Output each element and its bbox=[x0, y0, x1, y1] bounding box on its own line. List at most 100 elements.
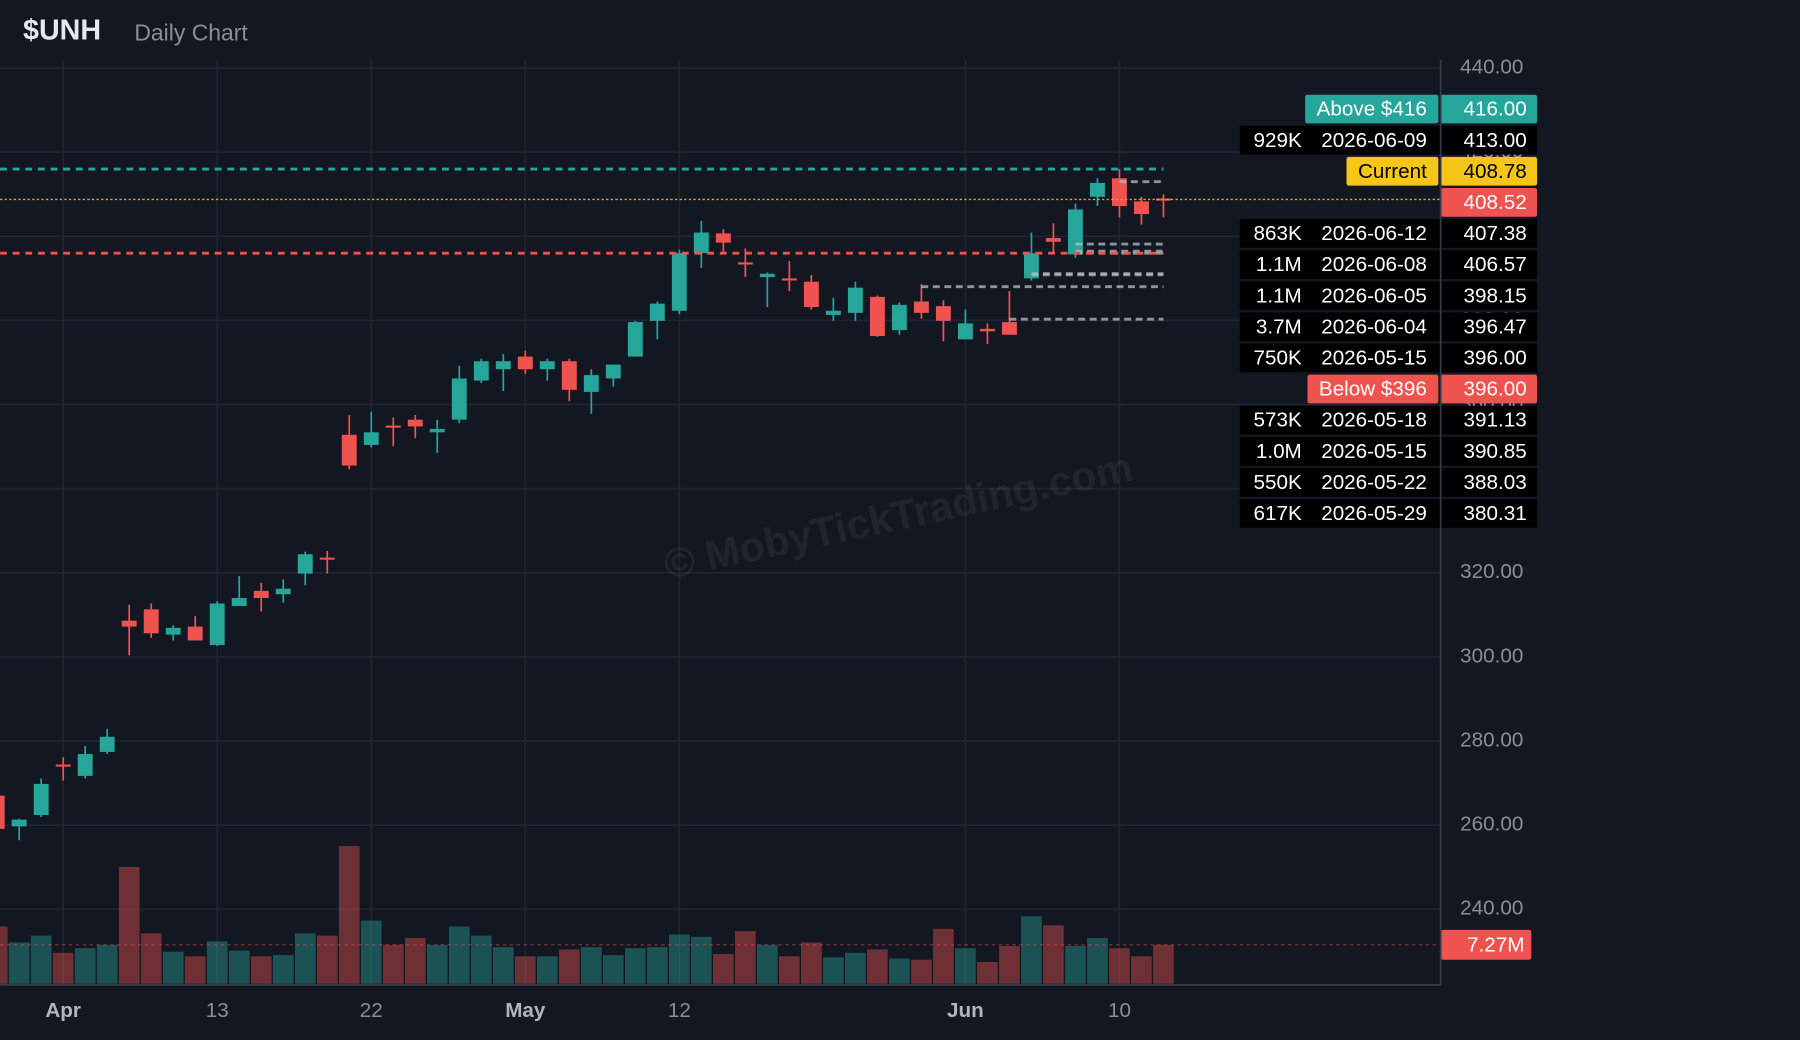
volume-bar bbox=[426, 944, 448, 984]
row-volume: 1.1M bbox=[1256, 253, 1302, 276]
row-box bbox=[1239, 499, 1538, 528]
candle-body bbox=[517, 356, 533, 370]
volume-bar bbox=[206, 941, 228, 984]
candle-body bbox=[319, 557, 335, 560]
candle-body bbox=[121, 620, 137, 627]
candle-body bbox=[627, 322, 643, 357]
candle-body bbox=[935, 306, 951, 321]
row-volume: 3.7M bbox=[1256, 315, 1302, 338]
row-box bbox=[1239, 343, 1538, 373]
candle-body bbox=[539, 361, 555, 370]
volume-bar bbox=[867, 949, 888, 984]
candle-body bbox=[209, 603, 225, 646]
volume-bar bbox=[558, 949, 580, 984]
x-tick-label: 10 bbox=[1108, 999, 1131, 1022]
volume-bar bbox=[250, 956, 272, 984]
volume-bar bbox=[647, 947, 668, 984]
candle-body bbox=[869, 296, 885, 336]
volume-bar bbox=[823, 957, 844, 984]
row-volume: 1.0M bbox=[1256, 440, 1302, 463]
volume-bar bbox=[0, 926, 8, 984]
row-price-box bbox=[1440, 94, 1538, 124]
candle-body bbox=[451, 378, 467, 420]
volume-bar bbox=[801, 942, 822, 984]
y-tick-label: 320.00 bbox=[1460, 560, 1523, 583]
candle-body bbox=[759, 273, 775, 278]
volume-bar bbox=[140, 933, 162, 984]
row-price: 388.03 bbox=[1464, 471, 1527, 494]
row-price: 391.13 bbox=[1464, 409, 1527, 432]
candle-body bbox=[649, 303, 665, 321]
row-label-box bbox=[1307, 374, 1439, 404]
row-volume: 863K bbox=[1254, 222, 1302, 245]
volume-bar bbox=[624, 948, 646, 984]
candle-body bbox=[363, 432, 379, 445]
volume-bar bbox=[228, 950, 250, 984]
candle-body bbox=[1001, 322, 1017, 335]
row-volume: 929K bbox=[1254, 129, 1302, 152]
x-tick-label: Apr bbox=[45, 999, 81, 1022]
volume-bar bbox=[184, 956, 206, 984]
row-label: Current bbox=[1358, 160, 1427, 183]
y-tick-label: 280.00 bbox=[1460, 728, 1523, 751]
row-box bbox=[1239, 436, 1538, 466]
volume-bar bbox=[338, 846, 360, 984]
row-date: 2026-06-05 bbox=[1321, 284, 1427, 307]
volume-bar bbox=[74, 948, 96, 984]
volume-bar bbox=[955, 948, 976, 984]
volume-bar bbox=[845, 952, 866, 984]
row-box bbox=[1239, 219, 1538, 248]
volume-bar bbox=[470, 935, 492, 984]
candle-body bbox=[495, 361, 511, 370]
row-volume: 573K bbox=[1254, 409, 1302, 432]
volume-bar bbox=[1065, 945, 1086, 984]
candle-body bbox=[231, 597, 247, 606]
row-price: 396.00 bbox=[1464, 347, 1527, 370]
y-tick-label: 240.00 bbox=[1460, 897, 1523, 920]
overlay: 7.27M Above $416 416.00 929K 2026-06-09 413.0… bbox=[0, 94, 1538, 960]
candle-body bbox=[1045, 238, 1061, 242]
candle-body bbox=[33, 783, 49, 815]
volume-bar bbox=[1043, 925, 1064, 984]
volume-bar bbox=[382, 944, 404, 984]
row-box bbox=[1239, 250, 1538, 279]
row-volume: 750K bbox=[1254, 347, 1302, 370]
volume-bar bbox=[96, 944, 118, 984]
row-box bbox=[1239, 281, 1538, 311]
row-date: 2026-06-12 bbox=[1321, 222, 1427, 245]
row-price-box bbox=[1440, 374, 1538, 404]
row-price: 416.00 bbox=[1464, 98, 1527, 121]
row-price: 396.47 bbox=[1464, 315, 1527, 338]
volume-bar bbox=[492, 947, 514, 984]
row-price: 407.38 bbox=[1464, 222, 1527, 245]
candle-body bbox=[0, 795, 5, 829]
volume-bar bbox=[713, 953, 734, 984]
volume-bar bbox=[602, 955, 624, 984]
row-label: Above $416 bbox=[1317, 98, 1427, 121]
y-tick-label: 300.00 bbox=[1460, 644, 1523, 667]
volume-bar bbox=[316, 935, 338, 984]
volume-bar bbox=[30, 935, 52, 984]
volume-bar bbox=[118, 866, 140, 984]
row-label-box bbox=[1346, 156, 1439, 186]
candle-body bbox=[187, 626, 203, 641]
volume-bar bbox=[735, 931, 756, 984]
candle-body bbox=[143, 609, 159, 634]
volume-label: 7.27M bbox=[1467, 933, 1524, 956]
candle-body bbox=[803, 281, 819, 307]
volume-bar bbox=[162, 951, 184, 984]
volume-bar bbox=[1109, 948, 1130, 984]
volume-bar bbox=[448, 926, 470, 984]
candle-body bbox=[165, 627, 181, 635]
candle-body bbox=[407, 419, 423, 427]
row-date: 2026-05-15 bbox=[1321, 440, 1427, 463]
row-date: 2026-06-08 bbox=[1321, 253, 1427, 276]
row-date: 2026-06-04 bbox=[1321, 315, 1427, 338]
row-price: 380.31 bbox=[1464, 502, 1527, 525]
candle-body bbox=[1133, 201, 1149, 215]
candle-body bbox=[1023, 253, 1039, 279]
candle-body bbox=[671, 253, 687, 311]
candle-body bbox=[253, 590, 269, 598]
volume-bar bbox=[1131, 956, 1152, 984]
row-volume: 550K bbox=[1254, 471, 1302, 494]
